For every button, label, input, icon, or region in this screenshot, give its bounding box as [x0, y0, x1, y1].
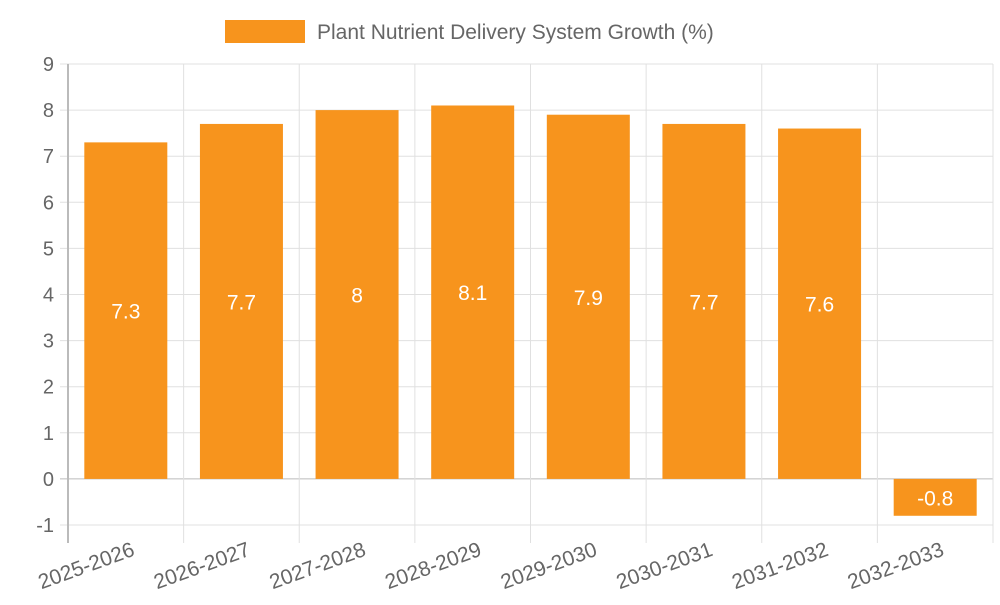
x-tick-label: 2031-2032 [729, 538, 831, 594]
bar-value-label: 7.6 [805, 294, 834, 317]
bar-value-label: 7.7 [689, 291, 718, 314]
x-tick-label: 2032-2033 [845, 538, 947, 594]
x-tick-label: 2030-2031 [613, 538, 715, 594]
bar[interactable] [546, 114, 630, 479]
bar[interactable] [84, 142, 168, 479]
x-tick-label: 2028-2029 [382, 538, 484, 594]
y-tick-label: 9 [43, 54, 54, 76]
y-tick-label: 2 [43, 377, 54, 399]
x-tick-label: 2025-2026 [35, 538, 137, 594]
legend-swatch [225, 20, 305, 43]
bar-value-label: 7.9 [574, 287, 603, 310]
bar-value-label: 8 [351, 285, 363, 308]
bar[interactable] [431, 105, 515, 479]
bar[interactable] [315, 110, 399, 479]
bar[interactable] [662, 123, 746, 479]
y-tick-label: 7 [43, 146, 54, 168]
x-tick-label: 2026-2027 [151, 538, 253, 594]
y-tick-label: -1 [36, 515, 54, 537]
y-tick-label: 3 [43, 331, 54, 353]
legend-label: Plant Nutrient Delivery System Growth (%… [317, 21, 714, 44]
y-tick-label: 5 [43, 238, 54, 260]
x-tick-label: 2029-2030 [498, 538, 600, 594]
y-tick-label: 8 [43, 100, 54, 122]
y-tick-label: 4 [43, 285, 54, 307]
bar-value-label: -0.8 [917, 487, 953, 510]
x-tick-label: 2027-2028 [267, 538, 369, 594]
bar[interactable] [199, 123, 283, 479]
y-tick-label: 1 [43, 423, 54, 445]
legend[interactable]: Plant Nutrient Delivery System Growth (%… [225, 20, 714, 44]
y-tick-label: 6 [43, 192, 54, 214]
bar[interactable] [778, 128, 862, 479]
bar[interactable] [893, 478, 977, 516]
bar-value-label: 7.3 [111, 301, 140, 324]
y-tick-label: 0 [43, 469, 54, 491]
bar-value-label: 7.7 [227, 291, 256, 314]
bar-value-label: 8.1 [458, 282, 487, 305]
